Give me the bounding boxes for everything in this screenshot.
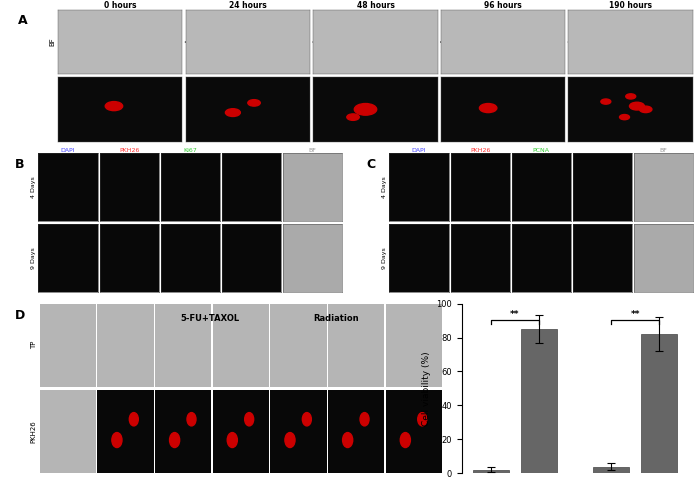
Y-axis label: BF: BF (49, 38, 55, 46)
Title: DAPI: DAPI (412, 148, 426, 153)
Y-axis label: Cell viability (%): Cell viability (%) (421, 351, 430, 426)
Text: 5-FU+TAXOL: 5-FU+TAXOL (181, 314, 239, 323)
Circle shape (360, 412, 369, 426)
Text: Radiation: Radiation (313, 314, 359, 323)
Circle shape (601, 99, 611, 104)
Title: 48 hours: 48 hours (356, 0, 394, 10)
Circle shape (302, 412, 312, 426)
Circle shape (130, 412, 139, 426)
Circle shape (228, 433, 237, 448)
Title: BF: BF (309, 148, 316, 153)
Y-axis label: PKH26: PKH26 (31, 420, 37, 443)
Title: Ki67: Ki67 (183, 148, 197, 153)
Title: PKH26: PKH26 (119, 148, 139, 153)
Title: 190 hours: 190 hours (609, 0, 652, 10)
Circle shape (169, 433, 180, 448)
Title: Merge: Merge (592, 148, 612, 153)
Y-axis label: 4 Days: 4 Days (382, 176, 386, 198)
Circle shape (105, 101, 122, 111)
Circle shape (620, 114, 629, 120)
Circle shape (346, 114, 359, 120)
Y-axis label: TP: TP (31, 341, 37, 349)
Circle shape (285, 433, 295, 448)
Y-axis label: 9 Days: 9 Days (31, 247, 36, 269)
Circle shape (342, 433, 353, 448)
Title: 96 hours: 96 hours (484, 0, 522, 10)
Circle shape (626, 94, 636, 99)
Circle shape (245, 412, 253, 426)
Title: BF: BF (659, 148, 667, 153)
Title: PKH26: PKH26 (470, 148, 491, 153)
Circle shape (418, 412, 427, 426)
Circle shape (354, 103, 377, 115)
Circle shape (248, 99, 260, 106)
Bar (641, 334, 678, 473)
Text: A: A (18, 14, 28, 27)
Text: C: C (366, 157, 375, 170)
Text: D: D (15, 309, 25, 322)
Y-axis label: PKH26: PKH26 (49, 98, 55, 121)
Bar (593, 467, 629, 473)
Circle shape (112, 433, 122, 448)
Text: **: ** (510, 310, 519, 319)
Title: 24 hours: 24 hours (229, 0, 267, 10)
Bar (473, 470, 509, 473)
Text: **: ** (631, 310, 640, 319)
Title: 0 hours: 0 hours (104, 0, 136, 10)
Circle shape (225, 109, 240, 116)
Text: B: B (15, 157, 24, 170)
Y-axis label: 4 Days: 4 Days (31, 176, 36, 198)
Circle shape (629, 102, 645, 110)
Circle shape (187, 412, 196, 426)
Bar (521, 329, 557, 473)
Y-axis label: 9 Days: 9 Days (382, 247, 386, 269)
Title: PCNA: PCNA (533, 148, 550, 153)
Circle shape (640, 106, 652, 113)
Circle shape (480, 103, 497, 113)
Title: DAPI: DAPI (61, 148, 76, 153)
Title: Merge: Merge (241, 148, 261, 153)
Circle shape (400, 433, 410, 448)
